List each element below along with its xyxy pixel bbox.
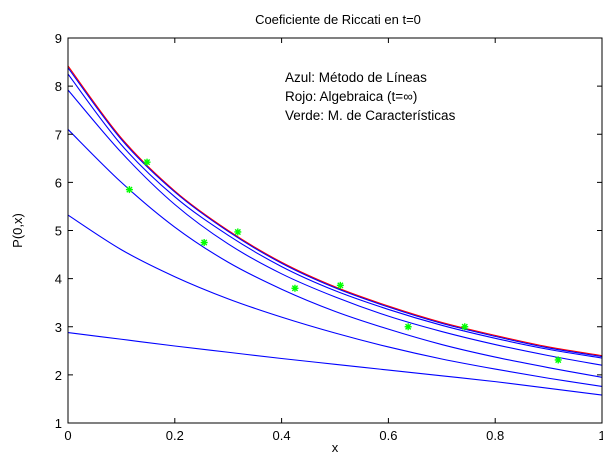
y-tick-label: 8 (55, 79, 62, 94)
annotation-line: Azul: Método de Líneas (285, 70, 427, 85)
x-tick-label: 0.4 (273, 428, 291, 443)
green-star-marker (461, 323, 469, 331)
blue-series-line (67, 214, 603, 387)
star-stroke (126, 186, 133, 193)
y-tick-label: 7 (55, 127, 62, 142)
blue-series-line (67, 129, 603, 378)
x-tick-label: 1 (598, 428, 603, 443)
x-tick-label: 0 (64, 428, 71, 443)
star-stroke (291, 285, 299, 292)
y-tick-label: 2 (55, 368, 62, 383)
x-tick-label: 0.8 (486, 428, 504, 443)
legend-annotation: Azul: Método de Líneas Rojo: Algebraica (… (285, 70, 456, 123)
green-star-marker (291, 284, 299, 292)
chart-title: Coeficiente de Riccati en t=0 (255, 12, 421, 27)
x-tick-label: 0.2 (166, 428, 184, 443)
star-stroke (461, 323, 468, 330)
y-tick-label: 4 (55, 272, 62, 287)
blue-series-line (67, 67, 603, 358)
y-tick-label: 1 (55, 416, 62, 431)
annotation-line: Rojo: Algebraica (t=∞) (285, 89, 417, 104)
y-tick-label: 3 (55, 320, 62, 335)
green-star-marker (200, 239, 208, 247)
x-axis-label: x (332, 440, 339, 455)
green-star-marker (125, 186, 133, 194)
blue-series-line (67, 89, 603, 366)
star-stroke (405, 323, 412, 330)
green-star-marker (234, 228, 242, 236)
series-layer (67, 65, 603, 396)
y-axis-label: P(0,x) (10, 213, 25, 248)
annotation-line: Verde: M. de Características (285, 108, 456, 123)
y-tick-label: 5 (55, 224, 62, 239)
star-stroke (555, 356, 562, 364)
x-tick-label: 0.6 (379, 428, 397, 443)
ticks-layer: 0 0.2 0.4 0.6 0.8 1 1 2 3 4 5 6 7 8 9 (55, 31, 603, 443)
star-stroke (143, 159, 151, 166)
star-stroke (234, 228, 241, 236)
green-star-marker (404, 323, 412, 331)
blue-series-line (67, 331, 603, 396)
green-star-marker (336, 281, 344, 289)
star-stroke (337, 282, 344, 289)
star-stroke (201, 239, 208, 246)
y-tick-label: 6 (55, 175, 62, 190)
green-star-marker (143, 158, 151, 166)
y-tick-label: 9 (55, 31, 62, 46)
green-star-marker (554, 356, 562, 364)
blue-series-line (67, 73, 603, 359)
